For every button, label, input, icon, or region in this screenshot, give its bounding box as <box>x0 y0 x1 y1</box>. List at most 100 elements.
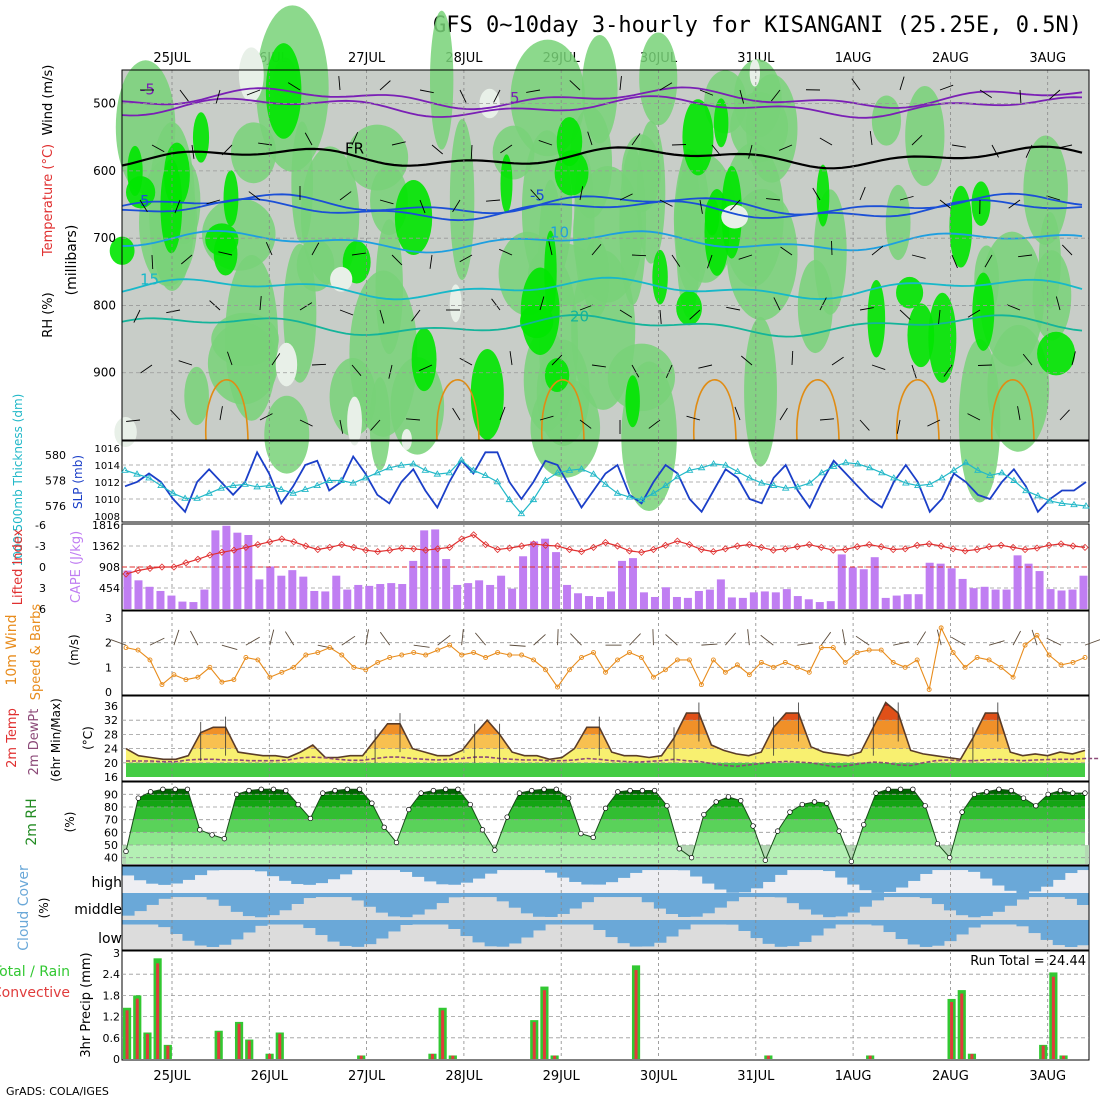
rh-point <box>209 832 215 838</box>
cloud-cell <box>907 893 921 898</box>
li-point <box>553 542 562 550</box>
surface-wind-barb <box>149 637 165 646</box>
rh-high-region <box>625 375 640 428</box>
cloud-cell <box>665 893 679 915</box>
li-point <box>134 566 142 575</box>
cape-bar <box>354 584 363 609</box>
wind-speed-point <box>674 657 680 663</box>
wind-speed-point <box>926 687 932 692</box>
li-point <box>637 548 646 556</box>
li-point <box>925 540 933 548</box>
surface-wind-barb <box>820 631 832 646</box>
wind-barb <box>579 419 592 429</box>
temp-band <box>126 702 1085 706</box>
cloud-cell <box>931 893 945 905</box>
li-point <box>206 551 214 559</box>
wind-barb <box>388 364 393 379</box>
rh-point <box>873 790 879 796</box>
rh-high-region <box>704 188 730 276</box>
cloud-cell <box>956 893 969 916</box>
li-point <box>494 545 502 554</box>
cape-tick: 1816 <box>92 519 120 532</box>
precip-convective-bar <box>278 1033 282 1059</box>
rh-point <box>578 830 584 837</box>
wind-barb <box>431 144 444 155</box>
thickness-point <box>613 489 622 496</box>
cloud-cell <box>1076 920 1090 946</box>
cape-bar <box>705 589 714 609</box>
wind-barb <box>218 251 233 256</box>
wind-barb <box>939 199 952 209</box>
thickness-point <box>733 467 742 475</box>
thickness-point <box>133 470 141 477</box>
cloud-cell <box>545 893 558 917</box>
cloud-cell <box>400 920 413 925</box>
cloud-cell <box>424 866 437 882</box>
cape-bar <box>244 534 253 609</box>
cloud-cell <box>267 893 280 916</box>
cape-bar <box>167 595 176 609</box>
temp-label: 2m Temp <box>5 708 20 768</box>
bottom-date-label: 29JUL <box>543 1069 581 1084</box>
wind-barb <box>499 406 506 421</box>
cloud-cell <box>194 920 208 946</box>
wind-barb <box>896 419 901 434</box>
rh-point <box>197 827 203 833</box>
cape-bar <box>837 554 846 609</box>
rh-point <box>922 803 928 809</box>
slp-tick: 1016 <box>95 444 120 455</box>
cloud-cell <box>158 866 171 885</box>
cloud-cell <box>823 866 836 872</box>
rh-point <box>738 798 744 804</box>
thickness-slp-panel: 1008 1010 1012 1014 1016 576 578 580 1000-500mb … <box>11 394 1090 566</box>
cloud-cell <box>254 920 268 926</box>
wind-barb <box>659 199 673 207</box>
cloud-cell <box>980 866 993 879</box>
precip-convective-bar <box>430 1053 434 1059</box>
cloud-cell <box>339 893 353 898</box>
cape-tick: 1362 <box>92 540 120 553</box>
slp-tick: 1010 <box>95 495 120 506</box>
wind-barb <box>740 355 753 366</box>
cloud-cell <box>412 920 425 925</box>
minmax-label: (6hr Min/Max) <box>49 698 63 782</box>
top-date-label: 28JUL <box>445 51 483 66</box>
temperature-axis-label: Temperature (°C) <box>41 144 56 257</box>
li-point <box>601 538 610 547</box>
cape-bar <box>409 560 418 609</box>
wind-barb <box>419 199 426 214</box>
bottom-date-label: 26JUL <box>251 1069 289 1084</box>
wind-barb <box>379 80 391 91</box>
wind-barb <box>831 356 844 366</box>
surface-wind-barb <box>110 639 127 646</box>
li-point <box>865 541 873 549</box>
li-point <box>697 545 705 554</box>
cloud-cell <box>182 920 196 941</box>
wind-speed-point <box>351 664 357 670</box>
cloud-cell <box>279 893 292 911</box>
cloud-cell <box>883 866 897 892</box>
cloud-cell <box>992 920 1005 925</box>
wind-barb <box>311 242 320 256</box>
wind-speed-point <box>662 667 668 673</box>
wind-barb <box>530 189 541 201</box>
cape-bar <box>376 584 385 609</box>
cape-axis-label: CAPE (J/kg) <box>69 531 84 603</box>
li-point <box>745 541 753 549</box>
thickness-point <box>805 479 814 486</box>
wind-barb <box>869 131 873 146</box>
wind-barb <box>179 89 189 102</box>
rh-point <box>971 791 977 797</box>
cloud-cell <box>170 920 183 934</box>
surface-wind-barb <box>461 629 464 646</box>
rh-point <box>824 800 830 806</box>
wind-barb <box>871 245 884 256</box>
thickness-point <box>469 466 478 473</box>
rh-dry-region <box>401 429 412 450</box>
wind-barb <box>773 297 781 311</box>
li-point <box>541 541 550 549</box>
wind-barb <box>174 199 181 214</box>
rh-point <box>701 811 707 818</box>
cape-bar <box>145 586 154 609</box>
rh-tick: 90 <box>104 788 118 801</box>
